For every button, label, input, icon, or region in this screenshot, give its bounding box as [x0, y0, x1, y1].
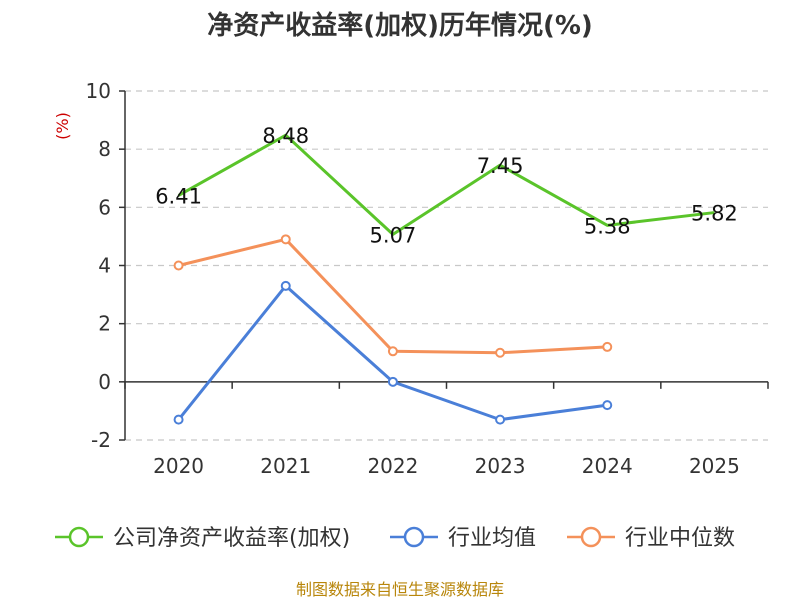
x-tick-label: 2020 [153, 454, 204, 478]
x-tick-label: 2023 [475, 454, 526, 478]
axes [119, 90, 769, 441]
series-1-point-4 [602, 400, 613, 411]
data-label: 5.82 [691, 202, 738, 226]
legend-marker-2 [580, 526, 602, 548]
data-labels: 6.41 8.48 5.07 7.45 5.38 5.82 [155, 124, 738, 247]
data-label: 6.41 [155, 184, 202, 208]
x-tick-label: 2025 [689, 454, 740, 478]
series-line-2 [178, 237, 608, 355]
chart-title: 净资产收益率(加权)历年情况(%) [207, 10, 593, 41]
y-tick-label: 10 [86, 79, 111, 103]
legend: 公司净资产收益率(加权) 行业均值 行业中位数 [55, 526, 735, 551]
legend-label-0: 公司净资产收益率(加权) [113, 526, 350, 551]
series-2-point-0 [173, 260, 184, 271]
y-tick-label: -2 [91, 428, 111, 452]
series-2-point-4 [602, 341, 613, 352]
series-line-0 [177, 133, 715, 236]
data-label: 7.45 [477, 154, 524, 178]
legend-label-1: 行业均值 [448, 526, 536, 551]
gridlines [125, 90, 768, 441]
series-1-point-0 [173, 414, 184, 425]
series-2-point-3 [495, 347, 506, 358]
y-tick-label: 8 [98, 137, 111, 161]
x-tick-labels: 2020 2021 2022 2023 2024 2025 [153, 454, 740, 478]
x-tick-label: 2021 [260, 454, 311, 478]
legend-marker-0 [68, 526, 90, 548]
series-2-point-1 [280, 234, 291, 245]
series-1-point-1 [280, 280, 291, 291]
y-tick-labels: -2 0 2 4 6 8 10 [86, 79, 111, 452]
data-label: 8.48 [262, 124, 309, 148]
data-label: 5.38 [584, 214, 631, 238]
y-tick-label: 6 [98, 195, 111, 219]
series-2-point-2 [387, 346, 398, 357]
x-tick-label: 2024 [582, 454, 633, 478]
series-group [173, 133, 715, 425]
y-tick-label: 0 [98, 370, 111, 394]
series-1-point-3 [495, 414, 506, 425]
series-1-point-2 [387, 376, 398, 387]
data-label: 5.07 [370, 223, 417, 247]
x-tick-label: 2022 [367, 454, 418, 478]
legend-label-2: 行业中位数 [625, 526, 735, 551]
y-unit-label: (%) [53, 112, 72, 140]
y-tick-label: 2 [98, 312, 111, 336]
legend-marker-1 [403, 526, 425, 548]
y-tick-label: 4 [98, 254, 111, 278]
source-note: 制图数据来自恒生聚源数据库 [296, 580, 504, 599]
